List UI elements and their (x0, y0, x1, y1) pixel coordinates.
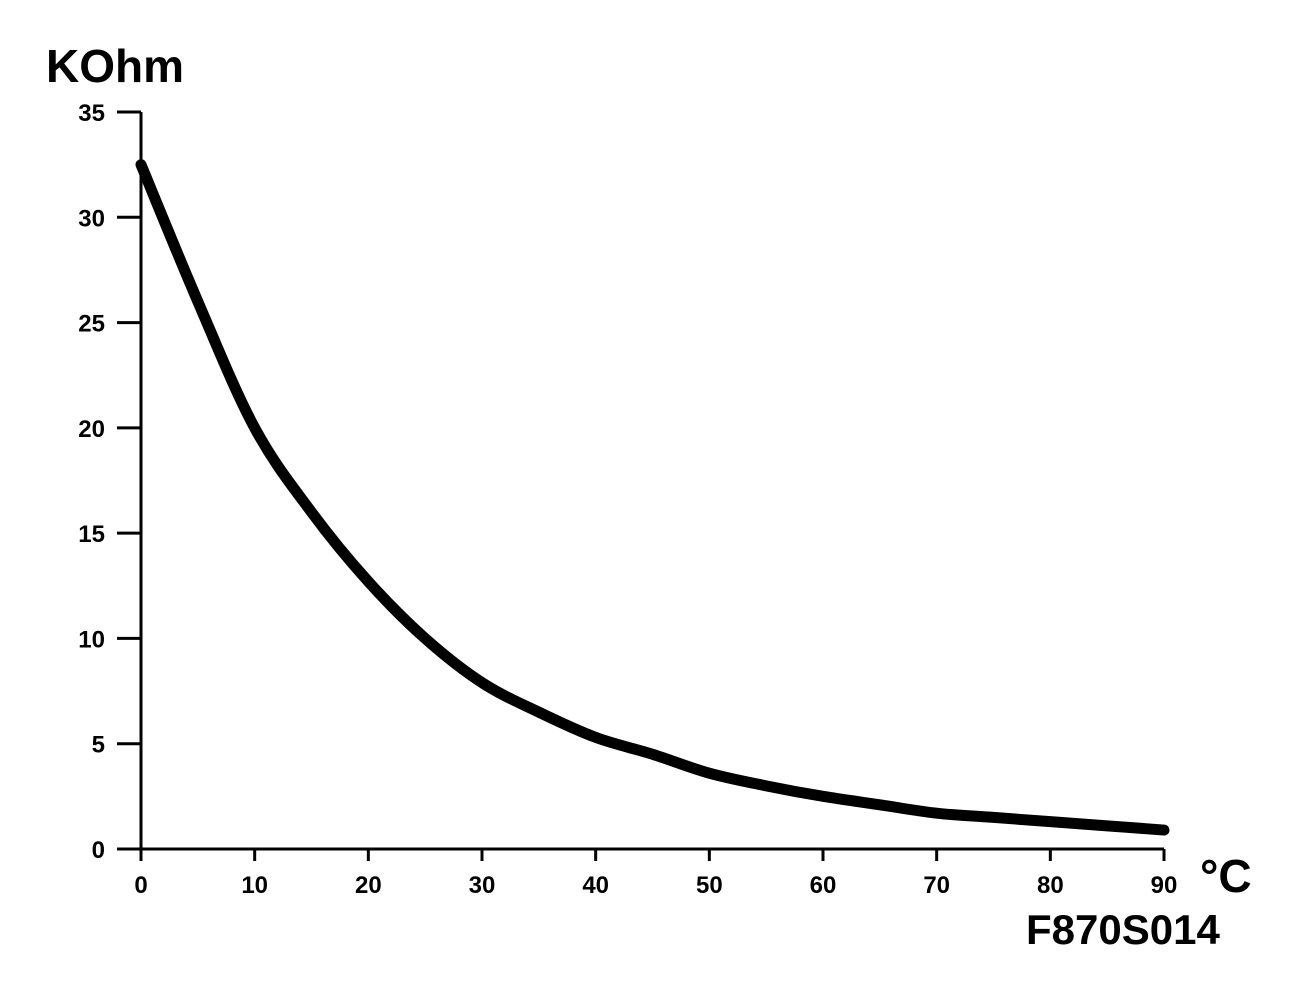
y-tick-label: 5 (92, 732, 105, 759)
y-tick-label: 30 (78, 205, 105, 232)
x-tick-label: 40 (582, 872, 609, 899)
x-tick-label: 90 (1151, 872, 1178, 899)
x-tick-label: 70 (923, 872, 950, 899)
x-tick-label: 10 (241, 872, 268, 899)
x-tick-label: 30 (469, 872, 496, 899)
y-tick-label: 10 (78, 626, 105, 653)
y-ticks: 0 5 10 15 20 25 30 35 (78, 100, 141, 864)
x-ticks: 0 10 20 30 40 50 60 70 80 90 (134, 849, 1177, 899)
y-tick-label: 20 (78, 416, 105, 443)
y-tick-label: 15 (78, 521, 105, 548)
x-tick-label: 20 (355, 872, 382, 899)
y-axis-title: KOhm (46, 40, 184, 92)
figure-code-label: F870S014 (1026, 906, 1220, 953)
y-tick-label: 25 (78, 311, 105, 338)
x-tick-label: 50 (696, 872, 723, 899)
x-tick-label: 60 (810, 872, 837, 899)
x-tick-label: 0 (134, 872, 147, 899)
axes (139, 112, 1164, 851)
series-layer (135, 159, 1170, 836)
x-axis-title: °C (1200, 850, 1252, 902)
y-tick-label: 35 (78, 100, 105, 127)
series-line-0 (135, 159, 1170, 836)
y-tick-label: 0 (92, 837, 105, 864)
x-tick-label: 80 (1037, 872, 1064, 899)
